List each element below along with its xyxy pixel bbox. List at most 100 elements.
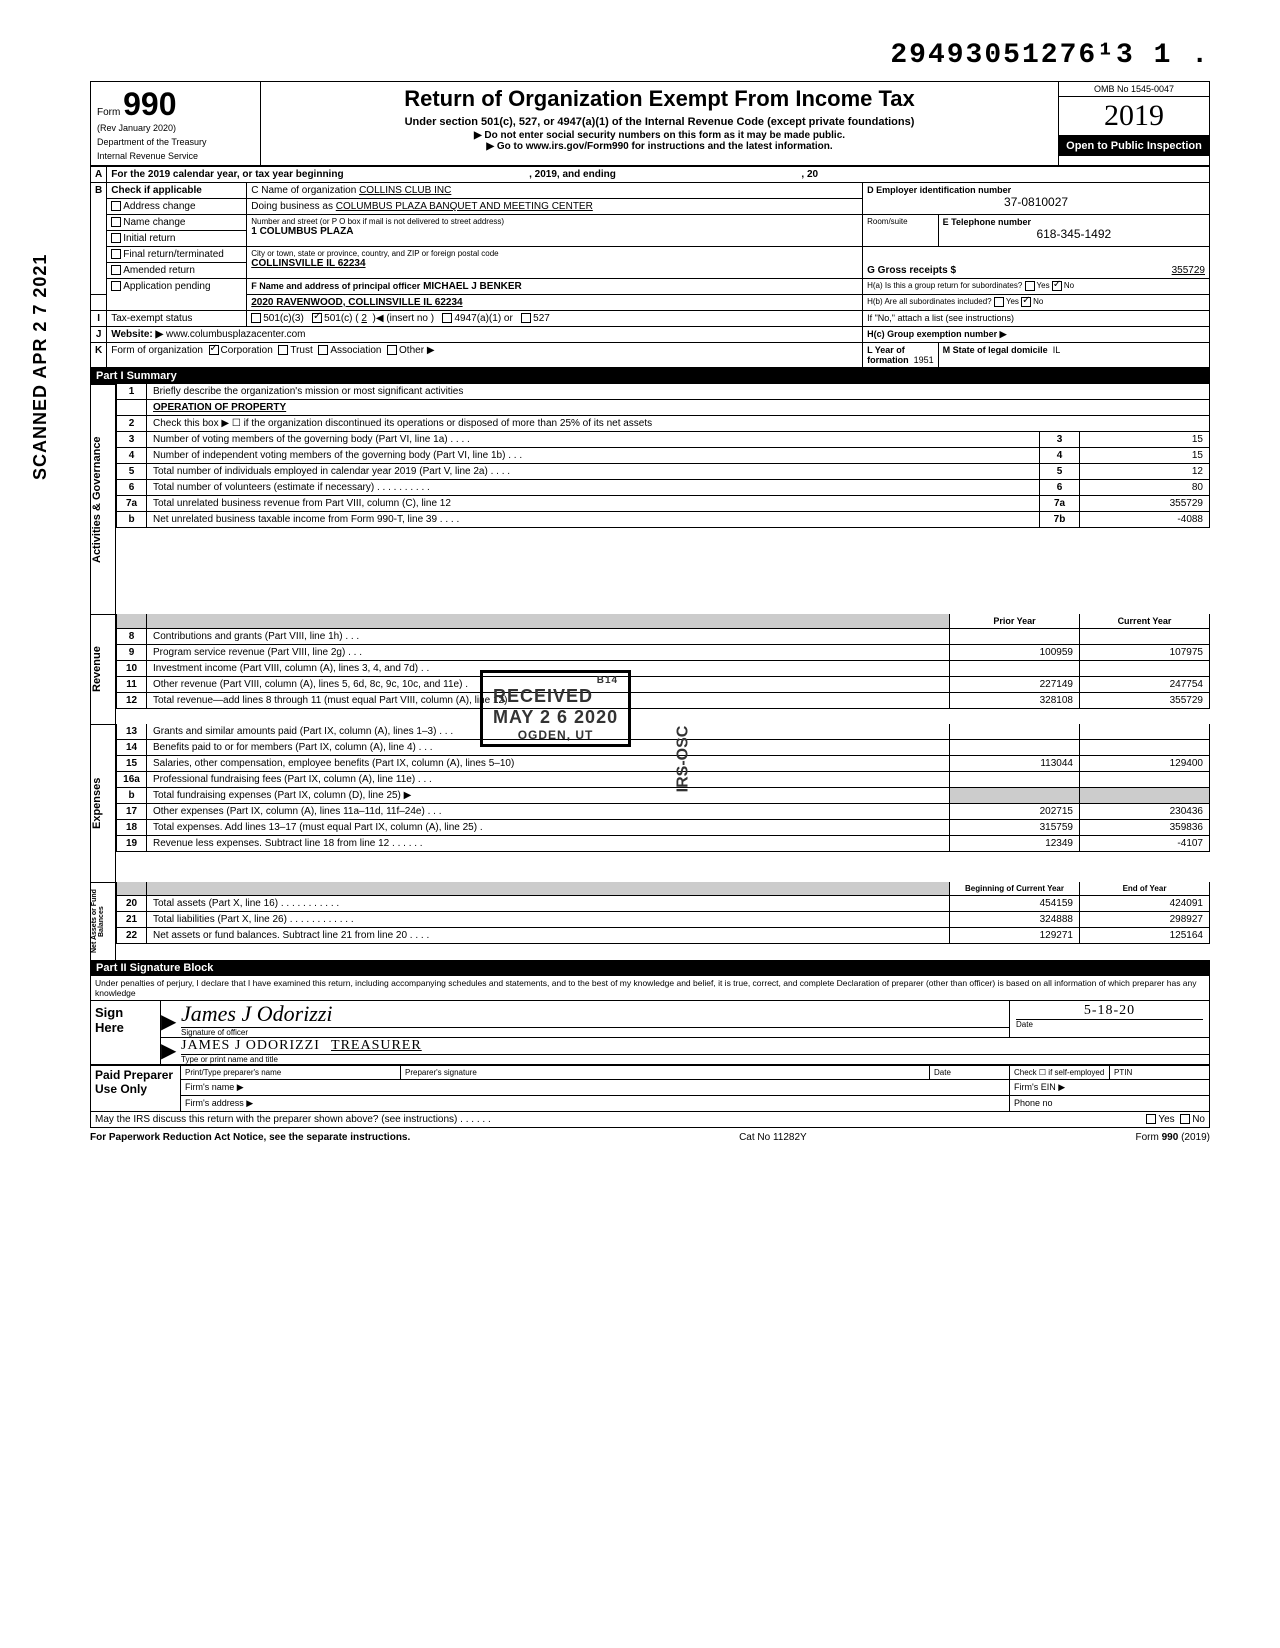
side-activities-governance: Activities & Governance xyxy=(90,384,116,614)
discuss-no[interactable]: No xyxy=(1192,1114,1205,1125)
line-text: Salaries, other compensation, employee b… xyxy=(147,756,949,772)
sig-of-officer-label: Signature of officer xyxy=(181,1027,1009,1037)
form-revision: (Rev January 2020) xyxy=(97,123,254,133)
opt-corp[interactable]: Corporation xyxy=(221,345,273,356)
line-text: OPERATION OF PROPERTY xyxy=(147,400,1209,416)
form-of-org-label: Form of organization xyxy=(111,345,203,356)
line-text: Professional fundraising fees (Part IX, … xyxy=(147,772,949,788)
preparer-name-label: Print/Type preparer's name xyxy=(181,1066,401,1080)
row-k-label: K xyxy=(91,343,107,368)
line-text: Total unrelated business revenue from Pa… xyxy=(147,496,1039,512)
row-b-label: B xyxy=(91,183,107,295)
line-text: Net assets or fund balances. Subtract li… xyxy=(147,928,949,944)
dept-treasury: Department of the Treasury xyxy=(97,137,254,147)
line-text: Contributions and grants (Part VIII, lin… xyxy=(147,629,949,645)
self-employed-label: Check ☐ if self-employed xyxy=(1010,1066,1110,1080)
hb-no[interactable]: No xyxy=(1033,297,1043,306)
firm-addr-label: Firm's address ▶ xyxy=(181,1096,1010,1112)
signature: James J Odorizzi xyxy=(181,1001,1009,1027)
f-label: F Name and address of principal officer xyxy=(251,281,420,291)
ha-label: H(a) Is this a group return for subordin… xyxy=(867,281,1022,290)
chk-initial-return[interactable]: Initial return xyxy=(123,233,175,244)
form-subtitle-2: ▶ Do not enter social security numbers o… xyxy=(269,130,1050,141)
footer-center: Cat No 11282Y xyxy=(739,1132,807,1143)
dba-label: Doing business as xyxy=(251,201,333,212)
current-year-header: Current Year xyxy=(1079,614,1209,629)
row-a-text3: , 20 xyxy=(801,169,818,180)
line-text: Program service revenue (Part VIII, line… xyxy=(147,645,949,661)
opt-trust[interactable]: Trust xyxy=(290,345,312,356)
gross-receipts: 355729 xyxy=(1172,265,1205,276)
preparer-sig-label: Preparer's signature xyxy=(401,1066,930,1080)
here-label: Here xyxy=(95,1020,156,1035)
footer-right: Form 990 (2019) xyxy=(1136,1132,1210,1143)
line-text: Number of voting members of the governin… xyxy=(147,432,1039,448)
opt-501c3[interactable]: 501(c)(3) xyxy=(263,313,304,324)
paid-preparer-label: Paid Preparer Use Only xyxy=(91,1066,181,1112)
prior-year-header: Prior Year xyxy=(949,614,1079,629)
line-text: Check this box ▶ ☐ if the organization d… xyxy=(147,416,1209,432)
state-domicile: IL xyxy=(1053,345,1061,355)
sign-label: Sign xyxy=(95,1005,156,1020)
m-label: M State of legal domicile xyxy=(943,345,1048,355)
addr-label: Number and street (or P O box if mail is… xyxy=(251,217,858,226)
l-label: L Year of formation xyxy=(867,345,909,365)
ha-yes[interactable]: Yes xyxy=(1037,281,1050,290)
chk-amended[interactable]: Amended return xyxy=(123,265,195,276)
org-name: COLLINS CLUB INC xyxy=(359,185,451,196)
line-text: Net unrelated business taxable income fr… xyxy=(147,512,1039,528)
website-label: Website: ▶ xyxy=(111,329,163,340)
opt-4947[interactable]: 4947(a)(1) or xyxy=(454,313,512,324)
form-title: Return of Organization Exempt From Incom… xyxy=(269,86,1050,112)
firm-ein-label: Firm's EIN ▶ xyxy=(1010,1080,1210,1096)
opt-501c[interactable]: 501(c) ( xyxy=(324,313,358,324)
h-note: If "No," attach a list (see instructions… xyxy=(863,311,1210,327)
discuss-question: May the IRS discuss this return with the… xyxy=(95,1114,1146,1125)
dba-value: COLUMBUS PLAZA BANQUET AND MEETING CENTE… xyxy=(336,201,593,212)
paid-preparer-table: Paid Preparer Use Only Print/Type prepar… xyxy=(90,1065,1210,1112)
hb-yes[interactable]: Yes xyxy=(1006,297,1019,306)
omb-number: OMB No 1545-0047 xyxy=(1059,82,1209,97)
501c-num: 2 xyxy=(361,313,367,324)
chk-address-change[interactable]: Address change xyxy=(123,201,195,212)
form-subtitle-3: ▶ Go to www.irs.gov/Form990 for instruct… xyxy=(269,141,1050,152)
irs-osc-stamp: IRS-OSC xyxy=(674,726,692,793)
row-a-text1: For the 2019 calendar year, or tax year … xyxy=(111,169,343,180)
discuss-yes[interactable]: Yes xyxy=(1158,1114,1174,1125)
c-name-label: C Name of organization xyxy=(251,185,356,196)
dept-irs: Internal Revenue Service xyxy=(97,151,254,161)
g-label: G Gross receipts $ xyxy=(867,265,956,276)
form-label: Form xyxy=(97,107,120,118)
officer-printed-name: JAMES J ODORIZZI xyxy=(181,1038,320,1053)
chk-final-return[interactable]: Final return/terminated xyxy=(123,249,224,260)
perjury-statement: Under penalties of perjury, I declare th… xyxy=(90,976,1210,1001)
form-header: Form 990 (Rev January 2020) Department o… xyxy=(90,81,1210,166)
received-stamp: B14 RECEIVED MAY 2 6 2020 OGDEN, UT xyxy=(480,670,631,747)
type-name-label: Type or print name and title xyxy=(181,1054,1209,1064)
hc-label: H(c) Group exemption number ▶ xyxy=(863,327,1210,343)
row-i-label: I xyxy=(91,311,107,327)
side-revenue: Revenue xyxy=(90,614,116,724)
ha-no[interactable]: No xyxy=(1064,281,1074,290)
opt-527[interactable]: 527 xyxy=(533,313,550,324)
chk-name-change[interactable]: Name change xyxy=(123,217,185,228)
opt-insert: ◀ (insert no ) xyxy=(376,313,434,324)
line-text: Total expenses. Add lines 13–17 (must eq… xyxy=(147,820,949,836)
row-j-label: J xyxy=(91,327,107,343)
check-if-applicable: Check if applicable xyxy=(107,183,247,199)
line-text: Other expenses (Part IX, column (A), lin… xyxy=(147,804,949,820)
side-net-assets: Net Assets or Fund Balances xyxy=(90,882,116,960)
line-text: Total number of volunteers (estimate if … xyxy=(147,480,1039,496)
opt-assoc[interactable]: Association xyxy=(330,345,381,356)
form-subtitle-1: Under section 501(c), 527, or 4947(a)(1)… xyxy=(269,116,1050,128)
chk-app-pending[interactable]: Application pending xyxy=(123,281,210,292)
opt-other[interactable]: Other ▶ xyxy=(399,345,434,356)
scanned-stamp: SCANNED APR 2 7 2021 xyxy=(30,254,51,480)
line-text: Number of independent voting members of … xyxy=(147,448,1039,464)
tax-exempt-label: Tax-exempt status xyxy=(107,311,247,327)
part-1-header: Part I Summary xyxy=(90,368,1210,384)
footer-left: For Paperwork Reduction Act Notice, see … xyxy=(90,1132,410,1143)
ein-value: 37-0810027 xyxy=(867,195,1205,209)
row-a-label: A xyxy=(91,167,107,183)
document-number: 29493051276¹3 1 . xyxy=(90,40,1210,71)
